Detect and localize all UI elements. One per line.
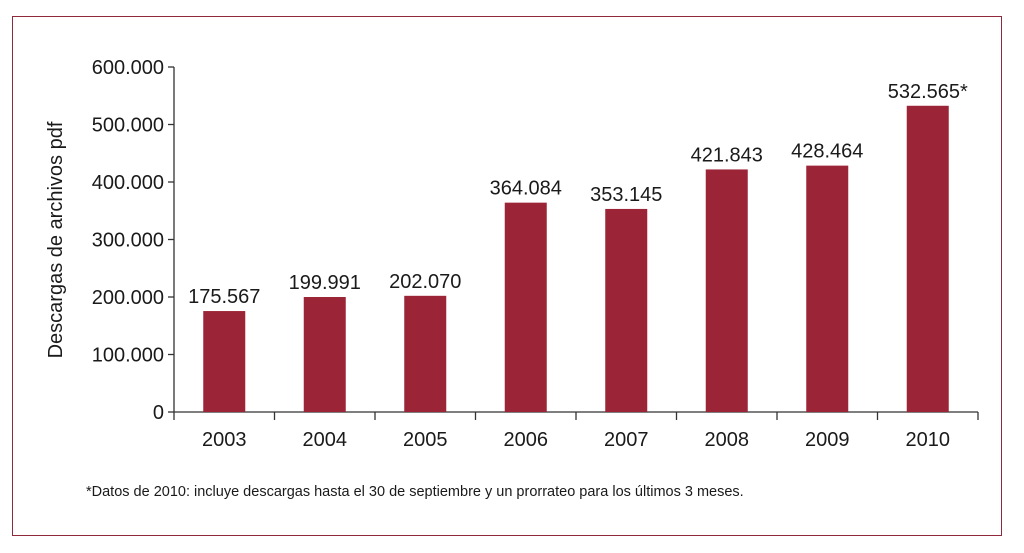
bar-2005 — [404, 295, 447, 412]
bar-2004 — [303, 297, 346, 412]
x-tick-label: 2004 — [303, 429, 348, 451]
axes: 0 100.000 200.000 300.000 400.000 500.000 600.… — [92, 57, 979, 451]
bar-2006 — [504, 202, 547, 412]
x-tick-label: 2006 — [504, 429, 549, 451]
data-label: 202.070 — [389, 271, 461, 293]
y-tick-label: 400.000 — [92, 172, 164, 194]
data-labels: 175.567 199.991 202.070 364.084 353.145 421.8… — [188, 81, 968, 308]
x-tick-label: 2008 — [705, 429, 750, 451]
bar-2010 — [906, 105, 949, 413]
data-label: 428.464 — [791, 141, 863, 163]
data-label: 175.567 — [188, 286, 260, 308]
data-label: 364.084 — [490, 178, 562, 200]
data-label: 421.843 — [691, 144, 763, 166]
y-tick-label: 100.000 — [92, 345, 164, 367]
bar-2009 — [806, 165, 849, 412]
y-tick-label: 0 — [153, 402, 164, 424]
x-tick-label: 2009 — [805, 429, 850, 451]
data-label: 353.145 — [590, 184, 662, 206]
x-tick-label: 2003 — [202, 429, 247, 451]
y-tick-label: 300.000 — [92, 230, 164, 252]
x-tick-label: 2005 — [403, 429, 448, 451]
y-tick-label: 500.000 — [92, 115, 164, 137]
y-tick-label: 600.000 — [92, 57, 164, 79]
bar-2003 — [203, 311, 246, 412]
bar-2008 — [705, 169, 748, 412]
chart-frame — [12, 16, 1002, 536]
data-label: 199.991 — [289, 272, 361, 294]
y-tick-label: 200.000 — [92, 287, 164, 309]
x-tick-label: 2007 — [604, 429, 649, 451]
x-tick-label: 2010 — [906, 429, 951, 451]
y-axis-label: Descargas de archivos pdf — [45, 121, 67, 358]
bar-2007 — [605, 208, 648, 412]
footnote: *Datos de 2010: incluye descargas hasta … — [86, 484, 744, 500]
bars — [203, 105, 949, 413]
data-label: 532.565* — [888, 81, 968, 103]
